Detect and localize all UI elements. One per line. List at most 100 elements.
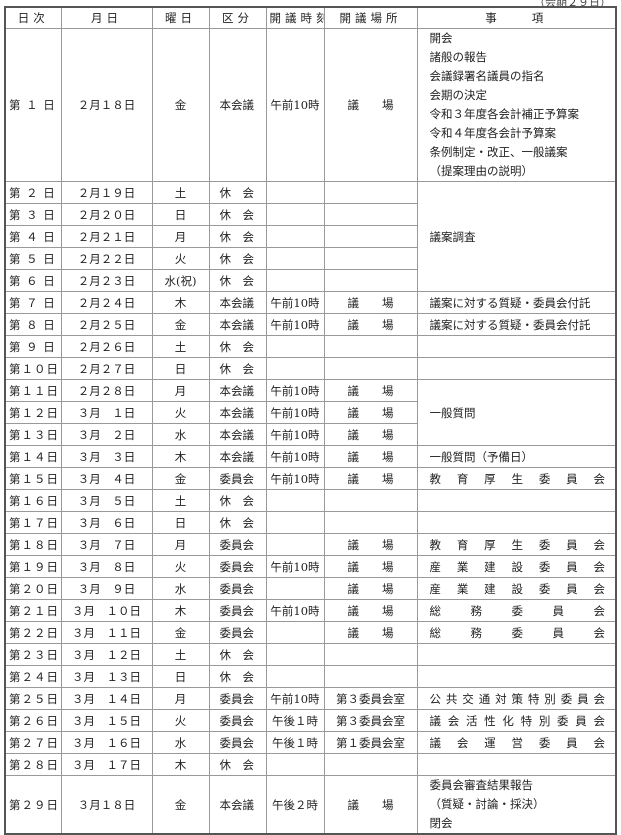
cell-date: ３月 ７日 <box>60 533 153 556</box>
cell-day: 第２９日 <box>4 775 62 835</box>
cell-item: 教育厚生委員会 <box>416 533 617 556</box>
table-row: 第１３日 ３月 ２日水本会議 午前10時議 場 <box>4 423 616 446</box>
cell-type: 委員会 <box>208 467 267 490</box>
cell-day: 第２４日 <box>4 665 62 688</box>
cell-date: ２月２３日 <box>60 269 153 292</box>
cell-place <box>323 247 418 270</box>
cell-day: 第２７日 <box>4 731 62 754</box>
cell-date: ３月 ８日 <box>60 555 153 578</box>
cell-date: ３月 １７日 <box>60 753 153 776</box>
cell-place: 議 場 <box>323 401 418 424</box>
cell-item: 一般質問 <box>416 379 617 446</box>
cell-date: ３月 １３日 <box>60 665 153 688</box>
cell-type: 委員会 <box>208 621 267 644</box>
cell-time <box>265 247 325 270</box>
cell-date: ３月 １６日 <box>60 731 153 754</box>
cell-type: 休 会 <box>208 643 267 666</box>
cell-place <box>323 753 418 776</box>
cell-day: 第１２日 <box>4 401 62 424</box>
cell-time <box>265 511 325 534</box>
cell-day: 第２２日 <box>4 621 62 644</box>
cell-weekday: 金 <box>151 621 210 644</box>
cell-date: ３月 ９日 <box>60 577 153 600</box>
cell-type: 本会議 <box>208 423 267 446</box>
cell-place: 議 場 <box>323 533 418 556</box>
table-row: 第１０日 ２月２７日日休 会 <box>4 357 617 380</box>
table-row: 第１４日 ３月 ３日木本会議 午前10時議 場一般質問（予備日） <box>4 445 617 468</box>
cell-weekday: 土 <box>151 489 210 512</box>
cell-type: 休 会 <box>208 269 267 292</box>
table-row: 第 ８ 日 ２月２５日金本会議 午前10時議 場議案に対する質疑・委員会付託 <box>4 313 617 336</box>
cell-time: 午前10時 <box>265 291 325 314</box>
cell-place <box>323 665 418 688</box>
cell-day: 第２３日 <box>4 643 62 666</box>
cell-type: 休 会 <box>208 665 267 688</box>
cell-date: ３月１８日 <box>60 775 153 835</box>
cell-date: ３月 １４日 <box>60 687 153 710</box>
cell-type: 休 会 <box>208 181 267 204</box>
cell-day: 第１９日 <box>4 555 62 578</box>
cell-item: 総務委員会 <box>416 599 617 622</box>
cell-item: 議案に対する質疑・委員会付託 <box>416 313 617 336</box>
cell-time: 午前10時 <box>265 28 325 182</box>
cell-place: 第３委員会室 <box>323 709 418 732</box>
cell-time: 午前10時 <box>265 379 325 402</box>
cell-item: 公共交通対策特別委員会 <box>416 687 617 710</box>
cell-weekday: 土 <box>151 181 210 204</box>
cell-date: ２月２７日 <box>60 357 153 380</box>
column-header-item: 事 項 <box>416 6 617 29</box>
table-row: 第 ６ 日 ２月２３日 水(祝) 休 会 <box>4 269 616 292</box>
cell-place <box>323 489 418 512</box>
cell-type: 委員会 <box>208 731 267 754</box>
cell-type: 休 会 <box>208 203 267 226</box>
cell-item <box>416 335 617 358</box>
cell-date: ３月 １５日 <box>60 709 153 732</box>
cell-type: 休 会 <box>208 357 267 380</box>
cell-day: 第１８日 <box>4 533 62 556</box>
cell-weekday: 月 <box>151 533 210 556</box>
header-row: 日次月日曜日区分開議時刻開議場所事 項 <box>4 6 617 29</box>
cell-type: 休 会 <box>208 753 267 776</box>
cell-weekday: 水 <box>151 577 210 600</box>
cell-day: 第２６日 <box>4 709 62 732</box>
cell-place: 議 場 <box>323 313 418 336</box>
cell-day: 第１１日 <box>4 379 62 402</box>
cell-day: 第２０日 <box>4 577 62 600</box>
cell-day: 第 ６ 日 <box>4 269 62 292</box>
cell-day: 第 ９ 日 <box>4 335 62 358</box>
cell-time: 午前10時 <box>265 467 325 490</box>
cell-weekday: 火 <box>151 555 210 578</box>
cell-item <box>416 753 617 776</box>
cell-day: 第１６日 <box>4 489 62 512</box>
cell-date: ３月 １０日 <box>60 599 153 622</box>
cell-time <box>265 203 325 226</box>
cell-place <box>323 181 418 204</box>
cell-time: 午前10時 <box>265 313 325 336</box>
cell-type: 休 会 <box>208 335 267 358</box>
column-header-time: 開議時刻 <box>265 6 325 29</box>
cell-time <box>265 357 325 380</box>
cell-date: ３月 １日 <box>60 401 153 424</box>
cell-type: 委員会 <box>208 709 267 732</box>
cell-day: 第 ５ 日 <box>4 247 62 270</box>
cell-item: 議会運営委員会 <box>416 731 617 754</box>
cell-time: 午後１時 <box>265 709 325 732</box>
cell-weekday: 木 <box>151 445 210 468</box>
cell-weekday: 金 <box>151 28 210 182</box>
cell-item: 産業建設委員会 <box>416 577 617 600</box>
cell-date: ２月１９日 <box>60 181 153 204</box>
cell-type: 本会議 <box>208 313 267 336</box>
cell-time: 午前10時 <box>265 555 325 578</box>
cell-time: 午後２時 <box>265 775 325 835</box>
table-row: 第１７日 ３月 ６日日休 会 <box>4 511 617 534</box>
cell-type: 委員会 <box>208 599 267 622</box>
cell-place: 第１委員会室 <box>323 731 418 754</box>
cell-weekday: 木 <box>151 753 210 776</box>
cell-place <box>323 203 418 226</box>
cell-place: 議 場 <box>323 423 418 446</box>
cell-weekday: 土 <box>151 643 210 666</box>
cell-date: ３月 ４日 <box>60 467 153 490</box>
cell-place: 議 場 <box>323 28 418 182</box>
cell-item: 委員会審査結果報告 （質疑・討論・採決） 閉会 <box>416 775 617 835</box>
table-row: 第１５日 ３月 ４日金委員会 午前10時議 場教育厚生委員会 <box>4 467 617 490</box>
